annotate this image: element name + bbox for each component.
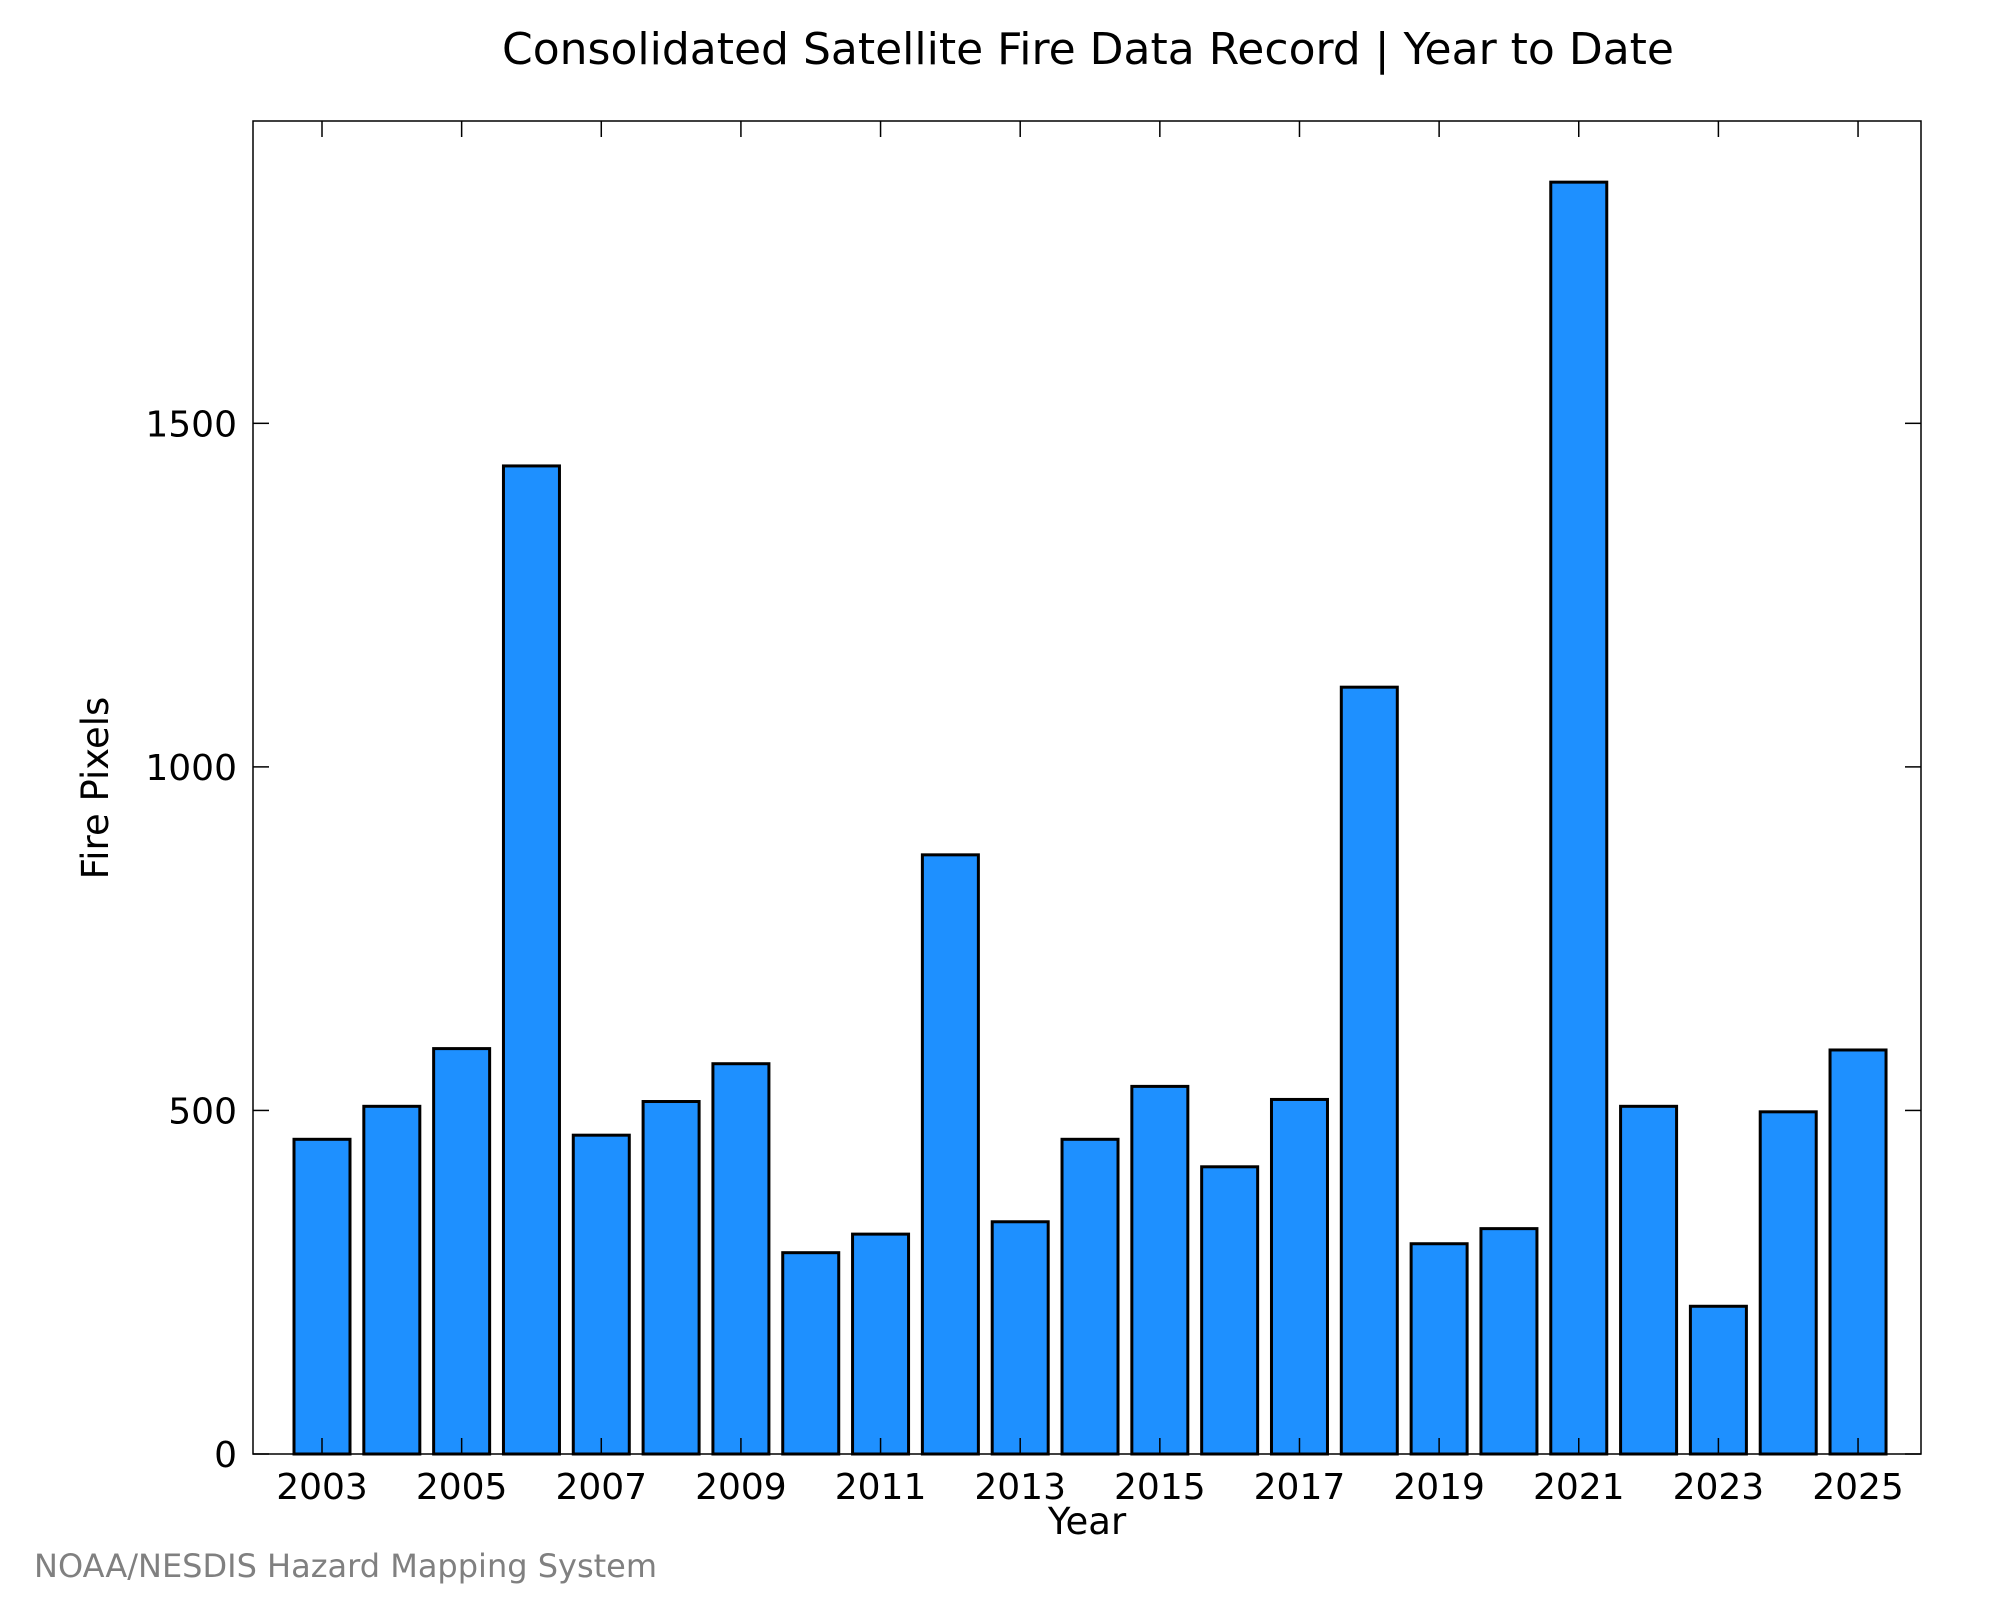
y-tick-label: 1000: [145, 748, 237, 789]
x-axis: 2003 2005 2007 2009 2011 2013 2015 2017 2019 2021…: [276, 121, 1904, 1508]
bar-2014: [1060, 1137, 1120, 1456]
bar-2013: [990, 1220, 1050, 1456]
chart-title: Consolidated Satellite Fire Data Record …: [502, 24, 1674, 75]
y-tick-label: 1500: [145, 404, 237, 445]
x-tick-label: 2015: [1114, 1467, 1206, 1508]
x-tick-label: 2011: [835, 1467, 927, 1508]
bar-2005: [432, 1047, 492, 1456]
bar-2021: [1549, 180, 1609, 1456]
y-axis-label: Fire Pixels: [74, 697, 117, 880]
bar-2015: [1130, 1084, 1190, 1456]
x-tick-label: 2003: [276, 1467, 368, 1508]
bar-2011: [851, 1232, 911, 1456]
bar-2022: [1619, 1104, 1679, 1456]
bar-2020: [1479, 1227, 1539, 1456]
bar-2004: [362, 1104, 422, 1456]
x-tick-label: 2017: [1254, 1467, 1346, 1508]
bar-2016: [1200, 1165, 1260, 1456]
x-tick-label: 2019: [1393, 1467, 1485, 1508]
y-tick-label: 0: [214, 1435, 237, 1476]
y-tick-label: 500: [168, 1091, 237, 1132]
credit-text: NOAA/NESDIS Hazard Mapping System: [34, 1547, 657, 1585]
bar-2018: [1339, 685, 1399, 1456]
x-tick-label: 2021: [1533, 1467, 1625, 1508]
bar-2023: [1688, 1304, 1748, 1456]
bar-2007: [571, 1133, 631, 1456]
y-axis: 0 500 1000 1500: [145, 404, 1921, 1476]
x-tick-label: 2025: [1812, 1467, 1904, 1508]
bar-2025: [1828, 1048, 1888, 1456]
bar-2009: [711, 1062, 771, 1456]
x-axis-label: Year: [1047, 1500, 1127, 1543]
bar-2024: [1758, 1110, 1818, 1456]
x-tick-label: 2007: [555, 1467, 647, 1508]
bar-2006: [501, 464, 561, 1456]
x-tick-label: 2005: [416, 1467, 508, 1508]
bars-group: [292, 180, 1888, 1456]
bar-2019: [1409, 1242, 1469, 1456]
x-tick-label: 2009: [695, 1467, 787, 1508]
bar-2008: [641, 1100, 701, 1456]
bar-2010: [781, 1251, 841, 1456]
plot-frame: [252, 120, 1922, 1455]
bar-2003: [292, 1137, 352, 1456]
x-tick-label: 2023: [1673, 1467, 1765, 1508]
x-tick-label: 2013: [974, 1467, 1066, 1508]
bar-2017: [1269, 1097, 1329, 1456]
bar-2012: [920, 853, 980, 1456]
